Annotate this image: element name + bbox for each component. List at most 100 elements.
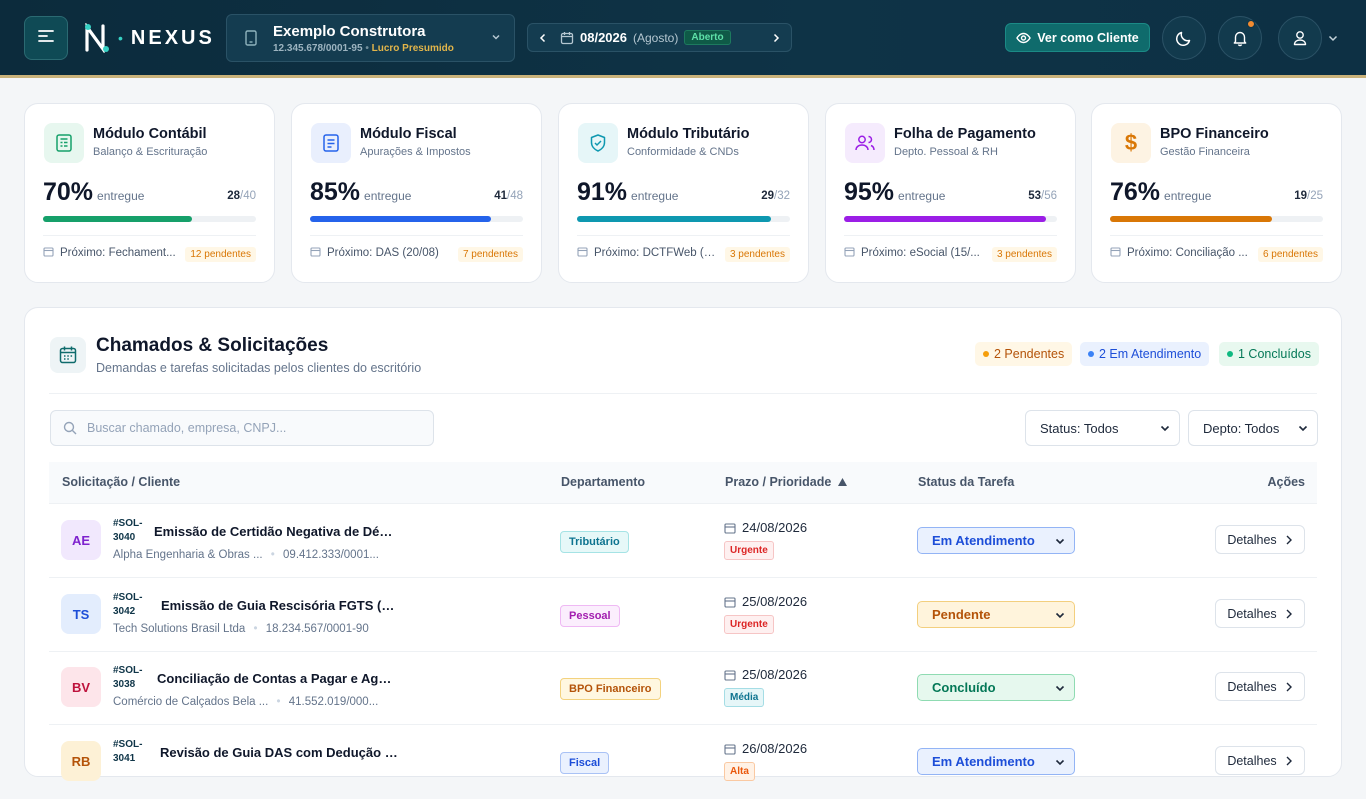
chevron-down-icon xyxy=(1159,422,1171,434)
calendar-icon xyxy=(724,669,736,681)
chevron-right-icon xyxy=(1285,755,1293,767)
dark-mode-button[interactable] xyxy=(1162,16,1206,60)
calendar-icon xyxy=(43,246,54,260)
request-title[interactable]: Revisão de Guia DAS com Dedução de... xyxy=(160,745,400,760)
module-subtitle: Apurações & Impostos xyxy=(360,146,471,158)
calendar-icon xyxy=(577,246,588,260)
request-id: #SOL- 3040 xyxy=(113,518,143,543)
module-total-count: /56 xyxy=(1041,190,1057,202)
module-done-count: 29 xyxy=(761,190,774,202)
priority-badge: Urgente xyxy=(724,541,774,560)
module-pending-badge: 3 pendentes xyxy=(724,247,790,262)
module-title: Módulo Contábil xyxy=(93,126,207,142)
table-header: Solicitação / Cliente Departamento Prazo… xyxy=(49,462,1317,504)
module-next-deadline: Próximo: Fechament... xyxy=(60,247,176,259)
menu-icon xyxy=(38,29,54,48)
menu-button[interactable] xyxy=(24,16,68,60)
company-selector[interactable]: Exemplo Construtora 12.345.678/0001-95 •… xyxy=(226,14,515,62)
module-percent-suffix: entregue xyxy=(631,189,679,203)
column-actions: Ações xyxy=(1267,475,1305,489)
dollar-icon: $ xyxy=(1111,123,1151,163)
module-title: Módulo Tributário xyxy=(627,126,750,142)
status-select[interactable]: Em Atendimento xyxy=(917,527,1075,554)
calendar-icon xyxy=(310,246,321,260)
module-card-bpo[interactable]: $ BPO Financeiro Gestão Financeira 76% en… xyxy=(1091,103,1342,283)
summary-pending-badge: 2 Pendentes xyxy=(975,342,1073,366)
priority-badge: Urgente xyxy=(724,615,774,634)
period-month: (Agosto) xyxy=(633,30,679,45)
calendar-icon xyxy=(724,596,736,608)
module-total-count: /48 xyxy=(507,190,523,202)
request-id: #SOL- 3041 xyxy=(113,739,143,764)
top-bar: • NEXUS Exemplo Construtora 12.345.678/0… xyxy=(0,0,1366,78)
module-progress-bar xyxy=(310,216,523,222)
module-progress-bar xyxy=(577,216,790,222)
search-input[interactable]: Buscar chamado, empresa, CNPJ... xyxy=(50,410,434,446)
column-due-sort[interactable]: Prazo / Prioridade xyxy=(725,475,848,489)
details-button[interactable]: Detalhes xyxy=(1215,599,1305,628)
user-menu-button[interactable] xyxy=(1278,16,1322,60)
request-title[interactable]: Emissão de Certidão Negativa de Débit... xyxy=(154,524,394,539)
module-card-accounting[interactable]: Módulo Contábil Balanço & Escrituração 7… xyxy=(24,103,275,283)
search-icon xyxy=(63,421,77,435)
details-button[interactable]: Detalhes xyxy=(1215,746,1305,775)
request-id: #SOL- 3038 xyxy=(113,665,143,690)
chevron-down-icon xyxy=(1054,609,1066,621)
chevron-right-icon[interactable] xyxy=(771,32,781,44)
department-badge: BPO Financeiro xyxy=(560,678,661,700)
module-progress-fill xyxy=(1110,216,1272,222)
status-filter-select[interactable]: Status: Todos xyxy=(1025,410,1180,446)
module-progress-fill xyxy=(310,216,492,222)
module-percent: 95% xyxy=(844,178,895,206)
user-chevron-down-icon[interactable] xyxy=(1327,31,1339,49)
column-request: Solicitação / Cliente xyxy=(62,475,181,489)
department-badge: Tributário xyxy=(560,531,629,553)
shield-check-icon xyxy=(578,123,618,163)
module-progress-fill xyxy=(577,216,771,222)
notification-dot xyxy=(1247,20,1255,28)
details-button[interactable]: Detalhes xyxy=(1215,525,1305,554)
logo[interactable]: • NEXUS xyxy=(84,22,215,54)
status-select[interactable]: Concluído xyxy=(917,674,1075,701)
summary-done-badge: 1 Concluídos xyxy=(1219,342,1319,366)
module-done-count: 41 xyxy=(494,190,507,202)
requests-panel: Chamados & Solicitações Demandas e taref… xyxy=(24,307,1342,781)
request-title[interactable]: Emissão de Guia Rescisória FGTS (De... xyxy=(161,598,401,613)
details-button[interactable]: Detalhes xyxy=(1215,672,1305,701)
module-percent: 76% xyxy=(1110,178,1161,206)
avatar: BV xyxy=(61,667,101,707)
status-select[interactable]: Pendente xyxy=(917,601,1075,628)
module-subtitle: Gestão Financeira xyxy=(1160,146,1250,158)
due-date: 25/08/2026 xyxy=(724,667,807,682)
logo-text: NEXUS xyxy=(130,26,215,49)
view-as-client-button[interactable]: Ver como Cliente xyxy=(1005,23,1150,52)
avatar: AE xyxy=(61,520,101,560)
notifications-button[interactable] xyxy=(1218,16,1262,60)
department-badge: Fiscal xyxy=(560,752,610,774)
module-card-fiscal[interactable]: Módulo Fiscal Apurações & Impostos 85% en… xyxy=(291,103,542,283)
chevron-right-icon xyxy=(1285,534,1293,546)
request-title[interactable]: Conciliação de Contas a Pagar e Agen... xyxy=(157,671,397,686)
column-status: Status da Tarefa xyxy=(918,475,1015,489)
chevron-left-icon[interactable] xyxy=(538,32,548,44)
module-pending-badge: 6 pendentes xyxy=(1257,247,1323,262)
module-title: Módulo Fiscal xyxy=(360,126,457,142)
department-filter-select[interactable]: Depto: Todos xyxy=(1188,410,1318,446)
module-next-deadline: Próximo: DCTFWeb (1... xyxy=(594,247,717,259)
calendar-icon xyxy=(844,246,855,260)
chevron-down-icon xyxy=(1054,756,1066,768)
module-card-payroll[interactable]: Folha de Pagamento Depto. Pessoal & RH 9… xyxy=(825,103,1076,283)
module-percent-suffix: entregue xyxy=(898,189,946,203)
module-pending-badge: 3 pendentes xyxy=(991,247,1057,262)
module-percent-suffix: entregue xyxy=(97,189,145,203)
module-progress-bar xyxy=(1110,216,1323,222)
module-progress-fill xyxy=(844,216,1047,222)
period-status-badge: Aberto xyxy=(684,30,731,45)
module-card-tax[interactable]: Módulo Tributário Conformidade & CNDs 91… xyxy=(558,103,809,283)
bell-icon xyxy=(1231,29,1249,47)
priority-badge: Alta xyxy=(724,762,755,781)
chevron-down-icon xyxy=(1054,535,1066,547)
avatar: TS xyxy=(61,594,101,634)
status-select[interactable]: Em Atendimento xyxy=(917,748,1075,775)
module-total-count: /32 xyxy=(774,190,790,202)
